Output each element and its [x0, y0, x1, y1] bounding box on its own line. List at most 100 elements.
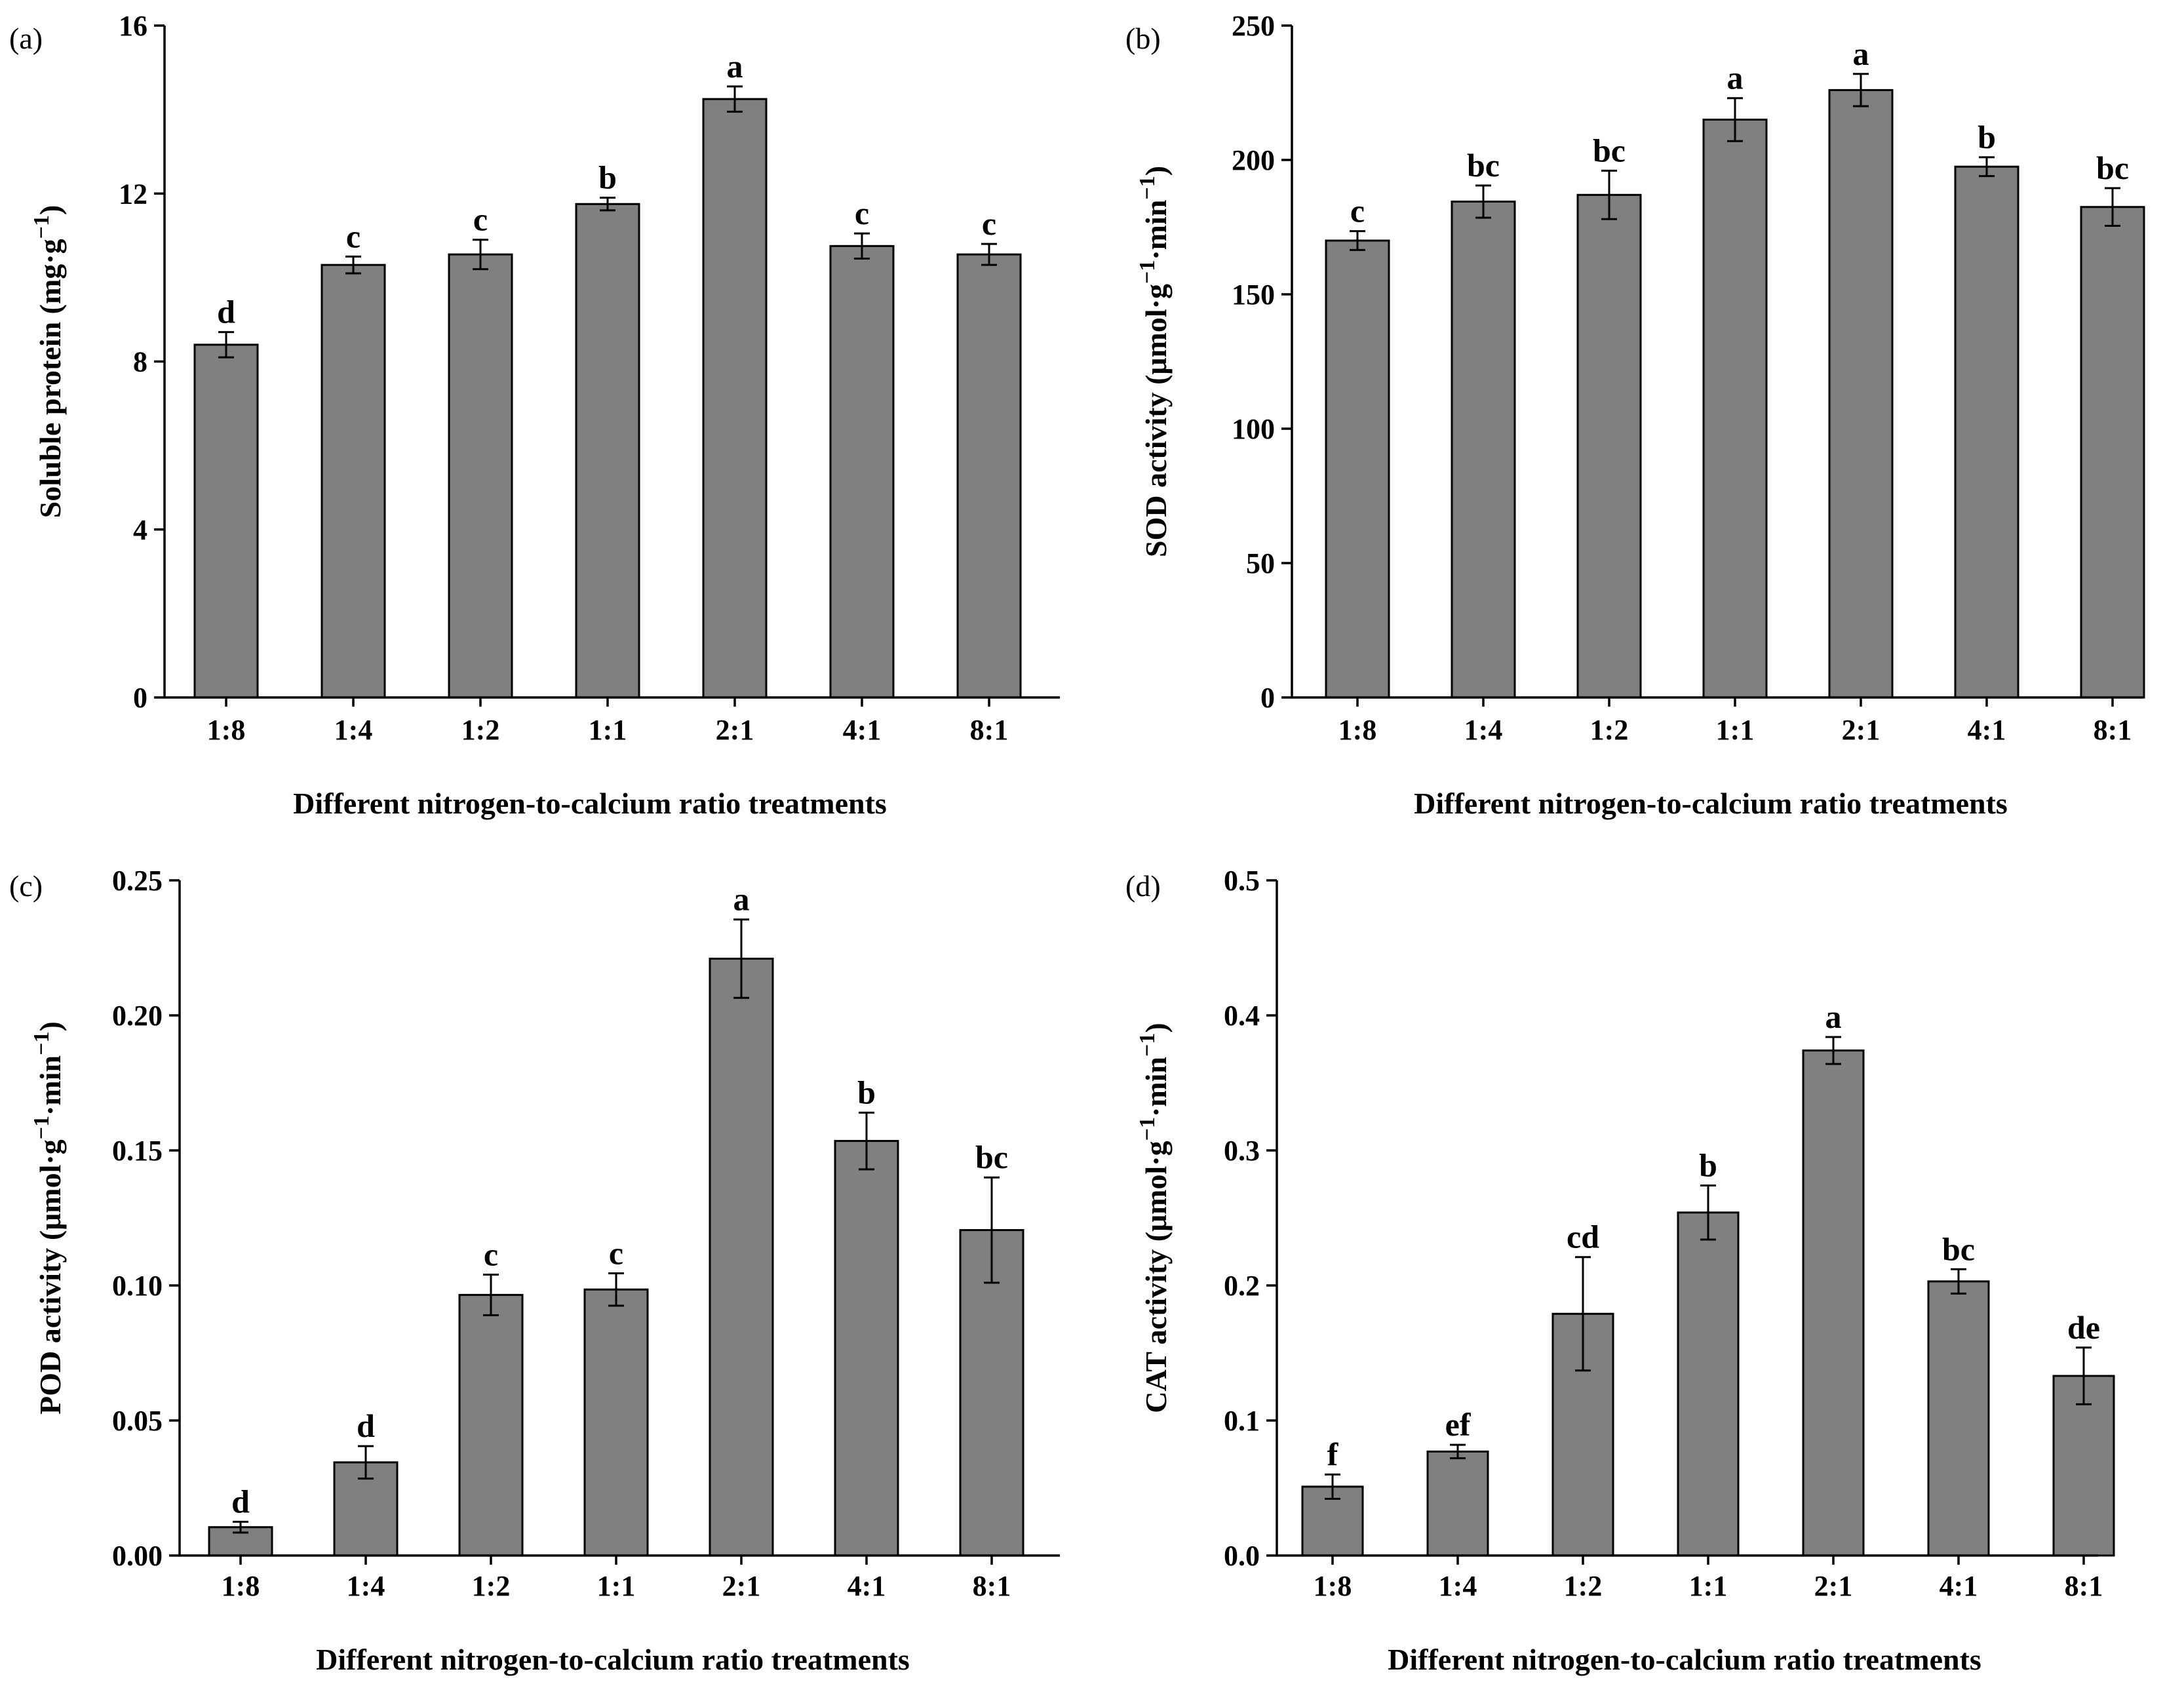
x-tick-label: 1:1: [1716, 714, 1755, 746]
significance-label: bc: [975, 1139, 1008, 1175]
panel-label: (b): [1125, 22, 1161, 55]
y-tick-label: 250: [1232, 10, 1275, 42]
significance-label: b: [1699, 1147, 1717, 1184]
panel-label: (d): [1125, 869, 1161, 903]
significance-label: bc: [1942, 1230, 1975, 1267]
significance-label: a: [1853, 35, 1869, 72]
x-tick-label: 1:8: [1338, 714, 1377, 746]
x-tick-label: 2:1: [716, 714, 754, 746]
bar-1:1: [1702, 119, 1768, 699]
bar-4:1: [1927, 1280, 1990, 1557]
y-tick-label: 0.5: [1224, 865, 1260, 897]
x-axis-title: Different nitrogen-to-calcium ratio trea…: [293, 787, 887, 820]
bar-1:1: [1677, 1211, 1740, 1557]
y-tick-label: 0.20: [112, 1000, 163, 1032]
significance-label: c: [609, 1234, 623, 1271]
y-tick-label: 0.00: [112, 1540, 163, 1572]
significance-label: c: [484, 1236, 498, 1273]
bar-1:1: [575, 203, 640, 699]
x-tick-label: 1:4: [1464, 714, 1503, 746]
panel-d-cat-activity: (d) f 1:8 ef 1:4 cd 1:2 b 1:1 a 2:1 bc 4:1 de 8:1 0.0 0.…: [1125, 865, 2115, 1676]
x-tick-label: 1:2: [472, 1570, 511, 1602]
x-tick-label: 1:1: [589, 714, 627, 746]
y-tick-label: 0.4: [1224, 1000, 1260, 1032]
significance-label: b: [598, 159, 617, 196]
bar-2:1: [1802, 1049, 1865, 1557]
panel-b-sod-activity: (b) c 1:8 bc 1:4 bc 1:2 a 1:1 a 2:1 b 4:1 bc 8:1 0 50 100…: [1125, 10, 2145, 820]
y-tick-label: 0.3: [1224, 1135, 1260, 1167]
significance-label: c: [473, 201, 488, 238]
y-axis-title: CAT activity (μmol·g−1·min−1): [1135, 1023, 1173, 1413]
x-tick-label: 8:1: [2094, 714, 2132, 746]
y-axis-title: Soluble protein (mg·g−1): [29, 205, 68, 519]
bar-8:1: [956, 253, 1022, 699]
significance-label: b: [1978, 119, 1996, 155]
y-tick-label: 150: [1232, 279, 1275, 311]
y-tick-label: 0.0: [1224, 1540, 1260, 1572]
x-tick-label: 1:8: [1314, 1570, 1352, 1602]
x-tick-label: 4:1: [843, 714, 882, 746]
significance-label: a: [727, 48, 743, 85]
y-tick-label: 0.2: [1224, 1270, 1260, 1302]
y-tick-label: 0.25: [112, 865, 163, 897]
panel-c-pod-activity: (c) d 1:8 d 1:4 c 1:2 c 1:1 a 2:1 b 4:1 bc 8:1 0.00 0.05…: [9, 865, 1060, 1676]
x-tick-label: 1:2: [461, 714, 500, 746]
y-tick-label: 0: [1260, 682, 1275, 714]
x-tick-label: 1:1: [597, 1570, 636, 1602]
y-tick-label: 12: [119, 178, 147, 210]
significance-label: bc: [2096, 149, 2129, 186]
y-tick-label: 0.05: [112, 1405, 163, 1437]
significance-label: a: [1825, 998, 1842, 1035]
x-axis-title: Different nitrogen-to-calcium ratio trea…: [1388, 1643, 1981, 1676]
significance-label: a: [733, 881, 750, 918]
bar-8:1: [2052, 1375, 2115, 1557]
x-tick-label: 8:1: [970, 714, 1009, 746]
x-tick-label: 1:4: [347, 1570, 385, 1602]
y-tick-label: 0.1: [1224, 1405, 1260, 1437]
x-tick-label: 1:4: [334, 714, 373, 746]
y-tick-label: 100: [1232, 413, 1275, 445]
bar-1:2: [1576, 193, 1642, 699]
significance-label: cd: [1567, 1219, 1599, 1255]
x-tick-label: 1:1: [1689, 1570, 1728, 1602]
significance-label: bc: [1593, 132, 1626, 168]
bar-1:4: [1451, 201, 1516, 699]
significance-label: ef: [1445, 1406, 1472, 1443]
x-tick-label: 2:1: [722, 1570, 761, 1602]
y-tick-label: 0.15: [112, 1135, 163, 1167]
x-tick-label: 1:2: [1564, 1570, 1603, 1602]
significance-label: c: [346, 218, 361, 254]
bar-1:4: [321, 264, 386, 699]
x-tick-label: 2:1: [1842, 714, 1881, 746]
y-tick-label: 200: [1232, 144, 1275, 176]
bar-1:2: [448, 253, 513, 699]
significance-label: b: [857, 1074, 876, 1110]
bar-8:1: [959, 1229, 1024, 1557]
x-tick-label: 1:2: [1590, 714, 1629, 746]
bar-1:1: [583, 1288, 649, 1557]
significance-label: f: [1327, 1436, 1339, 1472]
bar-2:1: [1828, 88, 1894, 699]
panel-a-soluble-protein: (a) d 1:8 c 1:4 c 1:2 b 1:1 a 2:1 c 4:1 c 8:1 0 4 8 12 16 Di…: [9, 10, 1060, 820]
x-tick-label: 2:1: [1814, 1570, 1853, 1602]
panel-label: (a): [9, 22, 43, 55]
x-tick-label: 4:1: [1940, 1570, 1978, 1602]
y-tick-label: 0.10: [112, 1270, 163, 1302]
x-tick-label: 8:1: [973, 1570, 1011, 1602]
y-tick-label: 16: [119, 10, 147, 42]
x-tick-label: 4:1: [1968, 714, 2006, 746]
bar-8:1: [2080, 206, 2145, 699]
x-tick-label: 1:8: [222, 1570, 260, 1602]
x-tick-label: 1:4: [1439, 1570, 1477, 1602]
bar-1:2: [458, 1293, 524, 1557]
x-tick-label: 1:8: [207, 714, 246, 746]
y-axis-title: POD activity (μmol·g−1·min−1): [29, 1021, 68, 1415]
x-axis-title: Different nitrogen-to-calcium ratio trea…: [316, 1643, 910, 1676]
x-tick-label: 8:1: [2065, 1570, 2103, 1602]
panel-label: (c): [9, 869, 43, 903]
bar-4:1: [1954, 165, 2019, 699]
bar-2:1: [702, 98, 768, 699]
bar-2:1: [709, 957, 774, 1557]
significance-label: de: [2067, 1309, 2100, 1346]
